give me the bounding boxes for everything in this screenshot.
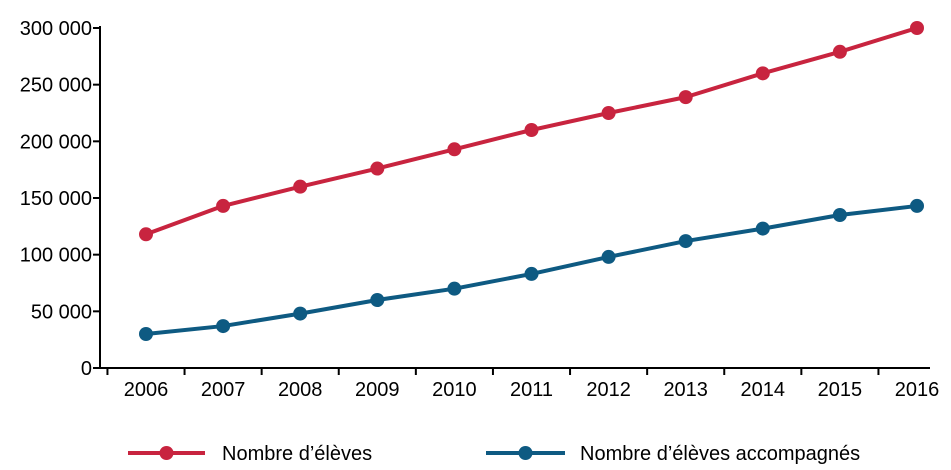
x-tick-label: 2014: [741, 379, 786, 401]
legend-label: Nombre d’élèves: [222, 443, 372, 465]
data-point: [601, 249, 616, 264]
y-tick-label: 200 000: [20, 131, 92, 153]
y-tick-label: 100 000: [20, 245, 92, 267]
data-point: [524, 123, 539, 137]
data-point: [678, 234, 693, 249]
x-tick-label: 2006: [124, 379, 169, 401]
data-point: [293, 179, 308, 194]
data-point: [755, 221, 770, 236]
x-tick-label: 2008: [278, 379, 323, 401]
data-point: [678, 90, 693, 105]
data-point: [832, 44, 847, 59]
x-tick-label: 2015: [818, 379, 863, 401]
series-layer: [139, 21, 924, 341]
y-tick-label: 50 000: [31, 301, 92, 323]
data-point: [447, 142, 462, 157]
legend-marker: [518, 446, 533, 460]
legend: Nombre d’élèves Nombre d’élèves accompagn…: [128, 443, 860, 465]
data-point: [216, 319, 231, 334]
x-tick-label: 2010: [432, 379, 477, 401]
data-point: [601, 106, 616, 120]
data-point: [447, 281, 462, 296]
data-point: [910, 198, 924, 213]
data-point: [524, 266, 539, 281]
y-tick-label: 150 000: [20, 188, 92, 210]
legend-marker: [159, 446, 174, 460]
series-1: [139, 21, 924, 242]
data-point: [139, 327, 153, 341]
x-tick-label: 2013: [663, 379, 708, 401]
x-tick-label: 2007: [201, 379, 246, 401]
data-point: [216, 198, 231, 213]
legend-item: Nombre d’élèves: [128, 443, 372, 465]
data-point: [370, 161, 385, 176]
x-tick-label: 2009: [355, 379, 400, 401]
y-tick-label: 0: [81, 358, 92, 380]
y-axis-ticks: 0 50 000 100 000 150 000 200 000 250 000 300 0…: [20, 18, 100, 380]
data-point: [139, 227, 153, 242]
data-point: [910, 21, 924, 35]
legend-label: Nombre d’élèves accompagnés: [580, 443, 860, 465]
x-tick-label: 2012: [586, 379, 631, 401]
data-point: [370, 293, 385, 307]
data-point: [293, 306, 308, 321]
y-tick-label: 300 000: [20, 18, 92, 40]
data-point: [832, 208, 847, 222]
x-tick-label: 2011: [510, 379, 553, 401]
data-point: [755, 66, 770, 81]
y-tick-label: 250 000: [20, 75, 92, 97]
x-axis-ticks: 2006 2007 2008 2009 2010 2011 2012 2013 2014 2015…: [106, 368, 940, 401]
x-tick-label: 2016: [895, 379, 940, 401]
series-2: [139, 198, 924, 341]
legend-item: Nombre d’élèves accompagnés: [486, 443, 860, 465]
chart-axes: [99, 26, 930, 369]
